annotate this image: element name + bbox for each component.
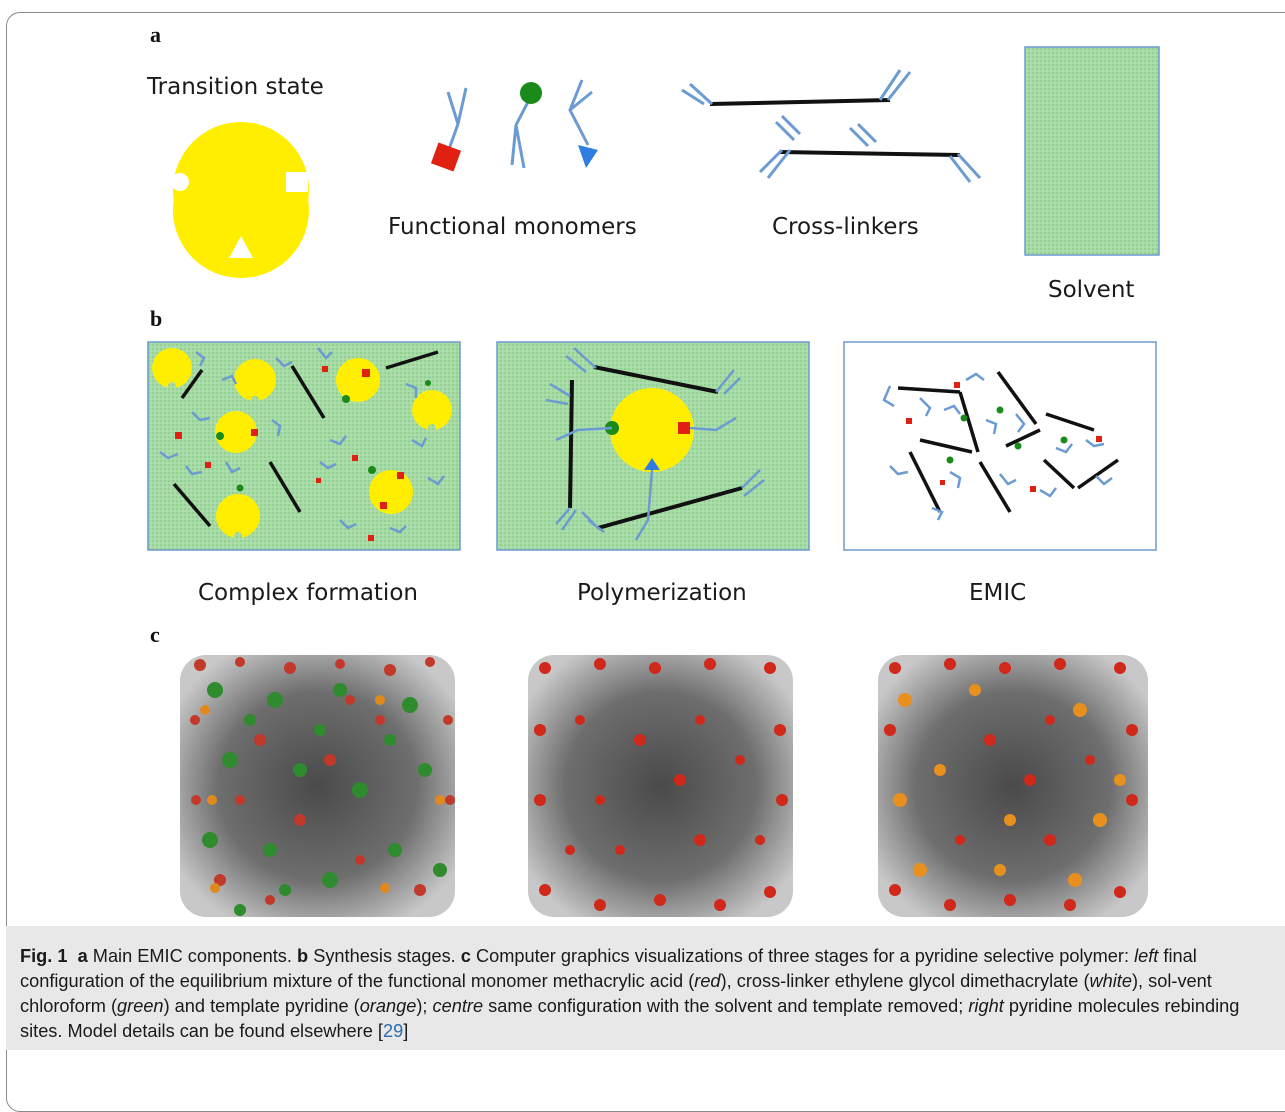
caption-text6: ); <box>416 996 428 1016</box>
caption-a-letter: a <box>77 946 88 966</box>
transition-state-shape <box>171 122 309 278</box>
caption-right: right <box>968 996 1004 1016</box>
caption-b-letter: b <box>297 946 309 966</box>
solvent-label: Solvent <box>1048 277 1135 303</box>
solvent-box <box>1024 46 1160 256</box>
complex-formation-panel <box>147 341 461 551</box>
cross-linkers-label: Cross-linkers <box>772 214 919 240</box>
caption-b-text: Synthesis stages. <box>313 946 456 966</box>
caption-text8: pyridine molecules rebinding sites. Mode… <box>20 996 1240 1041</box>
caption-fig-label: Fig. 1 <box>20 946 68 966</box>
caption-text7: same configuration with the solvent and … <box>488 996 964 1016</box>
caption-orange: orange <box>359 996 417 1016</box>
render-centre <box>528 655 793 917</box>
caption-left: left <box>1134 946 1159 966</box>
emic-panel <box>843 341 1157 551</box>
render-right <box>878 655 1148 917</box>
functional-monomers-drawing <box>430 79 598 172</box>
render-left <box>180 655 455 917</box>
cross-linkers-drawing <box>681 69 982 183</box>
caption-a-text: Main EMIC components. <box>92 946 292 966</box>
complex-formation-label: Complex formation <box>198 580 418 606</box>
transition-state-label: Transition state <box>147 74 324 100</box>
emic-label: EMIC <box>969 580 1027 606</box>
polymerization-label: Polymerization <box>577 580 747 606</box>
caption-c-text1: Computer graphics visualizations of thre… <box>475 946 1130 966</box>
caption-green: green <box>117 996 164 1016</box>
caption-text5: ) and template pyridine ( <box>163 996 360 1016</box>
reference-link[interactable]: 29 <box>382 1021 404 1041</box>
caption-red: red <box>694 971 721 991</box>
caption-white: white <box>1089 971 1132 991</box>
caption-text3: ), cross-linker ethylene glycol dimethac… <box>720 971 1090 991</box>
polymerization-panel <box>496 341 810 551</box>
caption-text4: ), sol-vent chloroform ( <box>20 971 1212 1016</box>
panel-c-letter: c <box>150 622 160 647</box>
caption-centre: centre <box>432 996 484 1016</box>
figure-caption: Fig. 1 a Main EMIC components. b Synthes… <box>20 944 1275 1044</box>
caption-c-letter: c <box>460 946 471 966</box>
caption-background <box>6 926 1285 1050</box>
caption-text2: final configuration of the equilibrium m… <box>20 946 1197 991</box>
caption-text9: ] <box>403 1021 409 1041</box>
panel-b-letter: b <box>150 306 163 331</box>
figure-graphics <box>147 46 1160 917</box>
panel-a-letter: a <box>150 22 161 47</box>
functional-monomers-label: Functional monomers <box>388 214 637 240</box>
